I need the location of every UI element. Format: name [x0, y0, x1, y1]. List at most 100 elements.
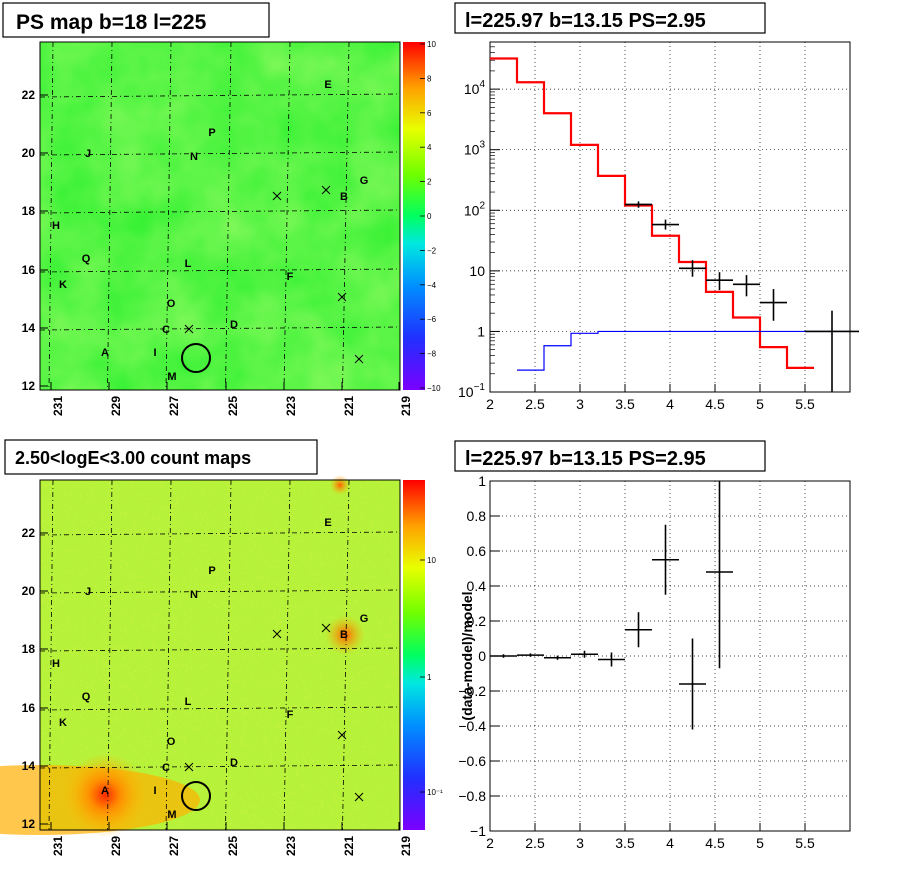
- spectrum-y-tick-label: 1: [477, 323, 485, 339]
- cross-marker: [272, 629, 282, 639]
- map-grid-meridian: [283, 479, 291, 831]
- map-x-tick-label: 223: [284, 836, 298, 856]
- residual-data-point: [598, 652, 625, 667]
- count-map-panel: 2.50<logE<3.00 count maps 231 229 227 225 22…: [0, 439, 443, 856]
- source-label-a: A: [101, 785, 109, 797]
- residual-y-tick-label: −0.4: [458, 718, 486, 734]
- colorbar-tick-label: 0: [427, 212, 432, 221]
- spectrum-y-tick-label: 103: [464, 140, 486, 158]
- source-label-h: H: [52, 658, 60, 670]
- residual-y-tick-label: −1: [470, 823, 486, 839]
- spectrum-x-ticks: 2 2.5 3 3.5 4 4.5 5 5.5: [486, 384, 815, 412]
- spectrum-y-tick-label: 10: [469, 263, 485, 279]
- source-label-e: E: [324, 79, 331, 91]
- spectrum-x-tick-label: 5.5: [795, 396, 815, 412]
- map-x-tick-label: 223: [284, 396, 298, 416]
- residual-data-point: [490, 654, 517, 658]
- cross-marker: [337, 730, 347, 740]
- colorbar-tick-label: 2: [427, 178, 432, 187]
- source-label-a: A: [101, 347, 109, 359]
- colorbar-tick-label: 8: [427, 74, 432, 83]
- source-label-b: B: [340, 191, 348, 203]
- spectrum-data-point: [652, 219, 679, 230]
- map-y-tick-label: 22: [22, 526, 36, 540]
- colorbar-tick-label: 6: [427, 109, 432, 118]
- count-map-grid: [39, 479, 401, 831]
- count-map-source-labels: A B C D E F G H I J K L M N O P Q: [52, 517, 368, 821]
- residual-x-tick-label: 2: [486, 835, 494, 851]
- source-label-b: B: [340, 629, 348, 641]
- residual-y-tick-label: 0.2: [467, 613, 487, 629]
- source-label-c: C: [162, 324, 170, 336]
- map-grid-meridian: [48, 479, 54, 831]
- map-x-tick-label: 221: [342, 836, 356, 856]
- residual-title-box: [454, 440, 766, 472]
- ps-map-source-labels: A B C D E F G H I J K L M N O P Q: [52, 79, 368, 383]
- spectrum-data-point: [733, 275, 760, 297]
- colorbar-tick-label: 4: [427, 143, 432, 152]
- colorbar-tick-label: 10: [427, 40, 436, 49]
- map-x-tick-label: 221: [342, 396, 356, 416]
- spectrum-data-point: [625, 201, 652, 208]
- map-grid-meridian: [225, 41, 232, 391]
- map-grid-parallel: [39, 531, 401, 536]
- colorbar-tick-label: 10: [427, 556, 436, 565]
- spectrum-x-tick-label: 2.5: [525, 396, 545, 412]
- residual-data-point: [679, 638, 706, 730]
- residual-data-points: [490, 481, 733, 730]
- source-label-j: J: [85, 586, 91, 598]
- ps-map-y-ticks: 22 20 18 16 14 12: [22, 88, 48, 393]
- map-grid-meridian: [342, 41, 350, 391]
- cross-marker: [337, 292, 347, 302]
- model-histogram-red: [490, 57, 814, 369]
- count-map-target-circle: [181, 781, 211, 811]
- residual-y-tick-label: 1: [478, 473, 486, 489]
- source-label-d: D: [230, 319, 238, 331]
- count-map-colorbar: [403, 480, 425, 830]
- map-x-tick-label: 219: [399, 836, 413, 856]
- source-label-d: D: [230, 757, 238, 769]
- count-map-title-box: [4, 439, 318, 475]
- colorbar-tick-label: −2: [427, 246, 437, 255]
- map-grid-meridian: [225, 479, 232, 831]
- spectrum-title: l=225.97 b=13.15 PS=2.95: [465, 10, 706, 32]
- source-label-e: E: [324, 517, 331, 529]
- ps-map-texture: [40, 42, 400, 390]
- map-x-tick-label: 227: [167, 836, 181, 856]
- map-grid-parallel: [39, 589, 401, 594]
- residual-x-tick-label: 5.5: [795, 835, 815, 851]
- map-y-tick-label: 20: [22, 146, 36, 160]
- source-label-m: M: [167, 809, 176, 821]
- map-grid-parallel: [39, 151, 401, 156]
- residual-y-ticks: 1 0.8 0.6 0.4 0.2 0 −0.2 −0.4 −0.6 −0.8 −1: [458, 473, 500, 839]
- map-grid-parallel: [39, 209, 401, 214]
- source-label-i: I: [153, 785, 156, 797]
- cross-marker: [272, 191, 282, 201]
- residual-data-point: [544, 655, 571, 660]
- map-grid-meridian: [107, 479, 113, 831]
- map-grid-parallel: [39, 93, 401, 98]
- residual-data-point: [625, 612, 652, 648]
- source-label-n: N: [190, 151, 198, 163]
- cross-marker: [354, 792, 364, 802]
- residual-x-tick-label: 5: [756, 835, 764, 851]
- source-label-m: M: [167, 371, 176, 383]
- spectrum-y-tick-label: 10−1: [458, 382, 485, 400]
- spectrum-data-point: [805, 310, 859, 392]
- map-grid-meridian: [165, 479, 172, 831]
- map-y-tick-label: 18: [22, 204, 36, 218]
- ps-map-colorbar: [403, 42, 425, 390]
- spectrum-x-tick-label: 4.5: [705, 396, 725, 412]
- source-label-l: L: [185, 696, 192, 708]
- count-map-y-ticks: 22 20 18 16 14 12: [22, 526, 48, 831]
- cross-marker: [321, 623, 331, 633]
- residual-y-tick-label: 0: [478, 648, 486, 664]
- count-map-x-ticks: 231 229 227 225 223 221 219: [50, 822, 413, 856]
- ps-map-colorbar-ticks: 10 8 6 4 2 0 −2 −4 −6 −8 −10: [420, 40, 441, 393]
- spectrum-x-tick-label: 5: [756, 396, 764, 412]
- source-label-c: C: [162, 762, 170, 774]
- spectrum-y-tick-label: 104: [464, 79, 486, 97]
- spectrum-data-points: [625, 201, 859, 392]
- ps-map-target-circle: [181, 343, 211, 373]
